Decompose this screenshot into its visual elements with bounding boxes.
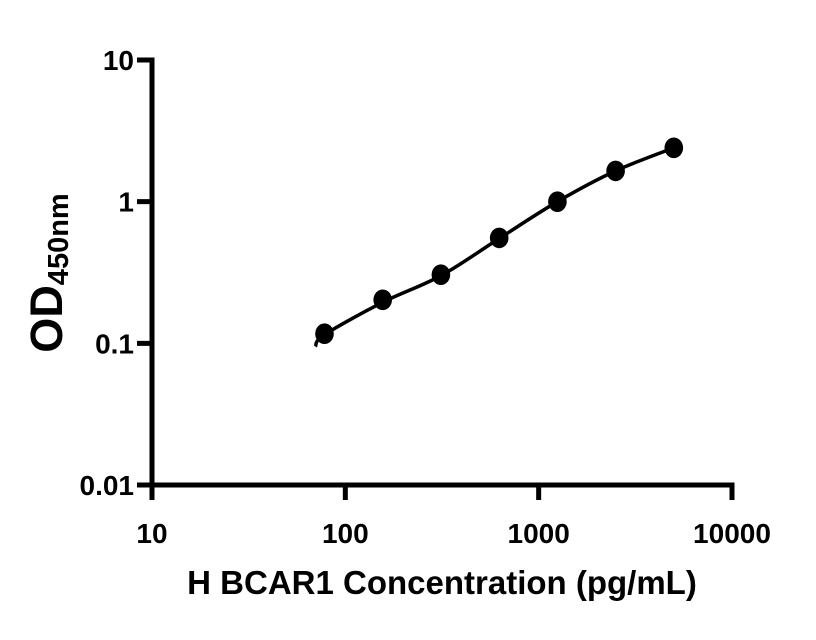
data-point [431, 264, 451, 286]
data-points-group [315, 137, 684, 345]
x-tick-label: 100 [322, 518, 369, 549]
y-axis-ticks: 10 1 0.1 0.01 [80, 45, 154, 501]
y-axis-title: OD450nm [21, 193, 75, 352]
x-axis-ticks: 10 100 1000 10000 [136, 483, 771, 549]
y-tick-label: 0.01 [80, 470, 135, 501]
data-point [606, 160, 625, 182]
x-tick-label: 10 [136, 518, 167, 549]
x-tick-label: 10000 [693, 518, 771, 549]
data-point [373, 289, 393, 311]
data-point [315, 323, 334, 345]
data-point [489, 227, 509, 249]
data-point [664, 137, 684, 159]
x-tick-label: 1000 [508, 518, 570, 549]
y-tick-label: 1 [118, 187, 134, 218]
y-axis-title-main: OD [21, 285, 72, 353]
y-tick-label: 10 [103, 45, 134, 76]
x-axis-title: H BCAR1 Concentration (pg/mL) [187, 564, 697, 601]
y-axis-title-subscript: 450nm [43, 193, 75, 285]
data-point [548, 191, 567, 212]
y-tick-label: 0.1 [95, 328, 134, 359]
